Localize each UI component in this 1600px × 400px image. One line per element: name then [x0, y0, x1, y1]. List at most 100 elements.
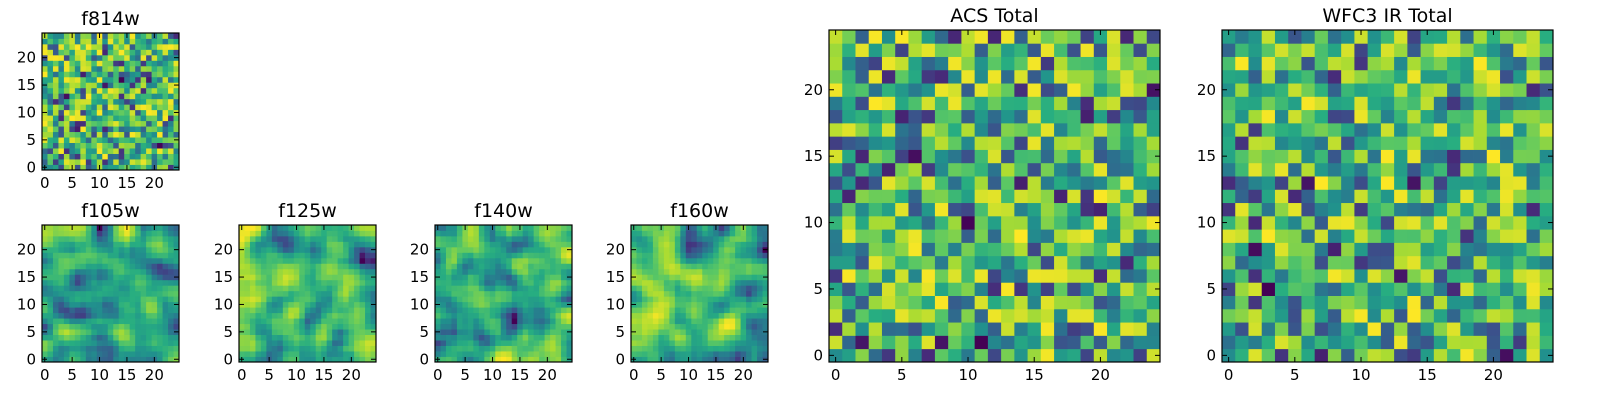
- heatmap-cell: [359, 241, 366, 248]
- heatmap-cell: [255, 241, 262, 248]
- heatmap-cell: [107, 225, 114, 231]
- heatmap-cell: [58, 43, 65, 50]
- heatmap-cell: [500, 230, 507, 237]
- heatmap-cell: [1539, 56, 1554, 71]
- heatmap-cell: [740, 268, 747, 275]
- heatmap-cell: [102, 230, 109, 237]
- heatmap-cell: [1513, 255, 1527, 270]
- heatmap-cell: [680, 230, 687, 237]
- heatmap-cell: [1054, 56, 1068, 71]
- heatmap-cell: [1274, 322, 1289, 336]
- heatmap-cell: [282, 252, 289, 259]
- heatmap-cell: [74, 93, 81, 100]
- heatmap-cell: [674, 241, 681, 248]
- heatmap-cell: [435, 241, 441, 248]
- heatmap-cell: [168, 49, 174, 56]
- heatmap-cell: [855, 109, 870, 124]
- heatmap-cell: [102, 279, 109, 286]
- heatmap-cell: [337, 268, 344, 275]
- heatmap-cell: [735, 301, 741, 308]
- heatmap-cell: [489, 230, 496, 237]
- heatmap-cell: [1222, 30, 1236, 44]
- heatmap-cell: [58, 104, 65, 111]
- heatmap-cell: [1288, 56, 1302, 71]
- heatmap-cell: [315, 241, 322, 248]
- heatmap-cell: [337, 323, 344, 330]
- heatmap-cell: [987, 176, 1002, 190]
- heatmap-cells: [42, 33, 180, 171]
- heatmap-cell: [696, 329, 703, 335]
- heatmap-cell: [511, 340, 518, 346]
- heatmap-cell: [282, 257, 289, 264]
- heatmap-cell: [713, 274, 720, 281]
- heatmap-cell: [1513, 83, 1527, 97]
- heatmap-cell: [1146, 308, 1161, 323]
- heatmap-cell: [1354, 109, 1369, 124]
- heatmap-cell: [1486, 308, 1501, 323]
- heatmap-cell: [652, 296, 659, 303]
- heatmap-cell: [445, 246, 452, 253]
- heatmap-cell: [451, 225, 458, 231]
- heatmap-cell: [696, 225, 703, 231]
- heatmap-cell: [74, 225, 81, 231]
- heatmap-cell: [74, 279, 81, 286]
- heatmap-cell: [1235, 202, 1249, 217]
- heatmap-cell: [478, 329, 485, 335]
- heatmap-cell: [1235, 322, 1249, 336]
- heatmap-cell: [140, 307, 147, 314]
- heatmap-cell: [647, 263, 654, 270]
- heatmap-cell: [168, 93, 174, 100]
- heatmap-cell: [332, 345, 339, 352]
- heatmap-cell: [365, 296, 371, 303]
- heatmap-cell: [162, 279, 169, 286]
- heatmap-cell: [696, 241, 703, 248]
- heatmap-cell: [63, 246, 70, 253]
- heatmap-cell: [1014, 109, 1028, 124]
- heatmap-cell: [58, 60, 65, 67]
- heatmap-cell: [1274, 96, 1289, 111]
- heatmap-cell: [674, 252, 681, 259]
- heatmap-cell: [451, 318, 458, 325]
- heatmap-cell: [484, 279, 491, 286]
- heatmap-cell: [757, 290, 763, 297]
- heatmap-cell: [80, 38, 87, 45]
- heatmap-cell: [1539, 83, 1554, 97]
- heatmap-cell: [1447, 348, 1461, 363]
- heatmap-cell: [1380, 229, 1395, 243]
- heatmap-cell: [113, 153, 120, 160]
- heatmap-cell: [987, 109, 1002, 124]
- heatmap-cell: [69, 323, 76, 330]
- heatmap-cell: [696, 351, 703, 357]
- heatmap-cell: [555, 340, 562, 346]
- heatmap-cell: [359, 307, 366, 314]
- heatmap-cell: [652, 318, 659, 325]
- heatmap-cell: [118, 225, 125, 231]
- heatmap-cell: [129, 71, 136, 78]
- heatmap-cell: [987, 229, 1002, 243]
- heatmap-cell: [107, 54, 114, 61]
- heatmap-cell: [1288, 335, 1302, 350]
- heatmap-cell: [948, 229, 962, 243]
- heatmap-cell: [271, 285, 278, 292]
- heatmap-cell: [456, 334, 463, 341]
- heatmap-cell: [1341, 202, 1355, 217]
- heatmap-cell: [365, 334, 371, 341]
- heatmap-cell: [702, 279, 709, 286]
- heatmap-cell: [1274, 83, 1289, 97]
- heatmap-cell: [1407, 229, 1421, 243]
- heatmap-cell: [652, 252, 659, 259]
- heatmap-cell: [636, 318, 643, 325]
- heatmap-cell: [80, 153, 87, 160]
- heatmap-cell: [266, 329, 273, 335]
- heatmap-cell: [1486, 136, 1501, 150]
- heatmap-cell: [1539, 308, 1554, 323]
- heatmap-cell: [80, 60, 87, 67]
- heatmap-cell: [511, 318, 518, 325]
- heatmap-cell: [58, 268, 65, 275]
- heatmap-cell: [674, 257, 681, 264]
- heatmap-cell: [91, 241, 98, 248]
- heatmap-cell: [102, 323, 109, 330]
- heatmap-cell: [80, 274, 87, 281]
- heatmap-cell: [282, 268, 289, 275]
- heatmap-cell: [500, 285, 507, 292]
